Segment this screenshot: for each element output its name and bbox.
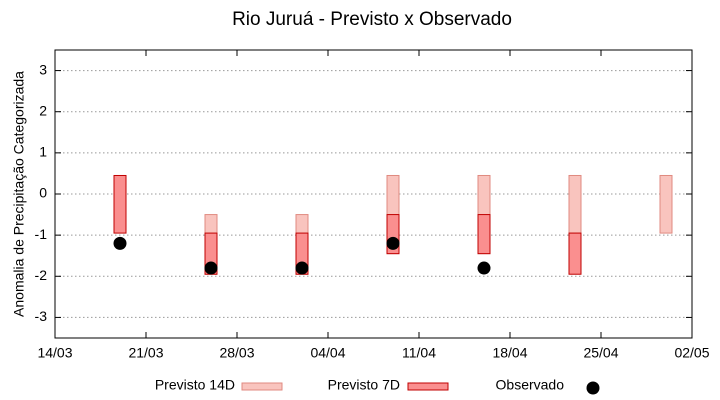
legend-label: Previsto 7D	[328, 377, 400, 393]
legend-marker	[586, 381, 600, 395]
x-tick-label: 14/03	[37, 345, 72, 361]
range-bar	[113, 174, 127, 234]
y-tick-label: 1	[39, 144, 47, 160]
x-tick-label: 21/03	[128, 345, 163, 361]
observed-point	[386, 236, 400, 250]
chart-title: Rio Juruá - Previsto x Observado	[232, 9, 512, 30]
observed-point	[295, 261, 309, 275]
y-tick-label: -3	[35, 308, 48, 324]
observed-point	[113, 236, 127, 250]
y-tick-label: -1	[35, 226, 48, 242]
legend-swatch	[241, 382, 283, 391]
y-tick-label: 3	[39, 61, 47, 77]
range-bar	[568, 232, 582, 275]
range-bar	[477, 214, 491, 255]
x-tick-label: 18/04	[492, 345, 527, 361]
legend-swatch	[407, 382, 449, 391]
observed-point	[477, 261, 491, 275]
legend-label: Previsto 14D	[155, 377, 235, 393]
x-tick-label: 04/04	[310, 345, 345, 361]
x-tick-label: 11/04	[402, 345, 436, 361]
x-tick-label: 28/03	[219, 345, 254, 361]
x-tick-label: 02/05	[674, 345, 709, 361]
observed-point	[204, 261, 218, 275]
y-axis-label: Anomalia de Precipitação Categorizada	[11, 71, 27, 317]
x-tick-label: 25/04	[583, 345, 618, 361]
y-tick-label: 2	[39, 102, 47, 118]
y-tick-label: 0	[39, 185, 47, 201]
y-tick-label: -2	[35, 267, 48, 283]
legend-label: Observado	[496, 377, 565, 393]
range-bar	[659, 174, 673, 234]
range-bar	[568, 174, 582, 234]
